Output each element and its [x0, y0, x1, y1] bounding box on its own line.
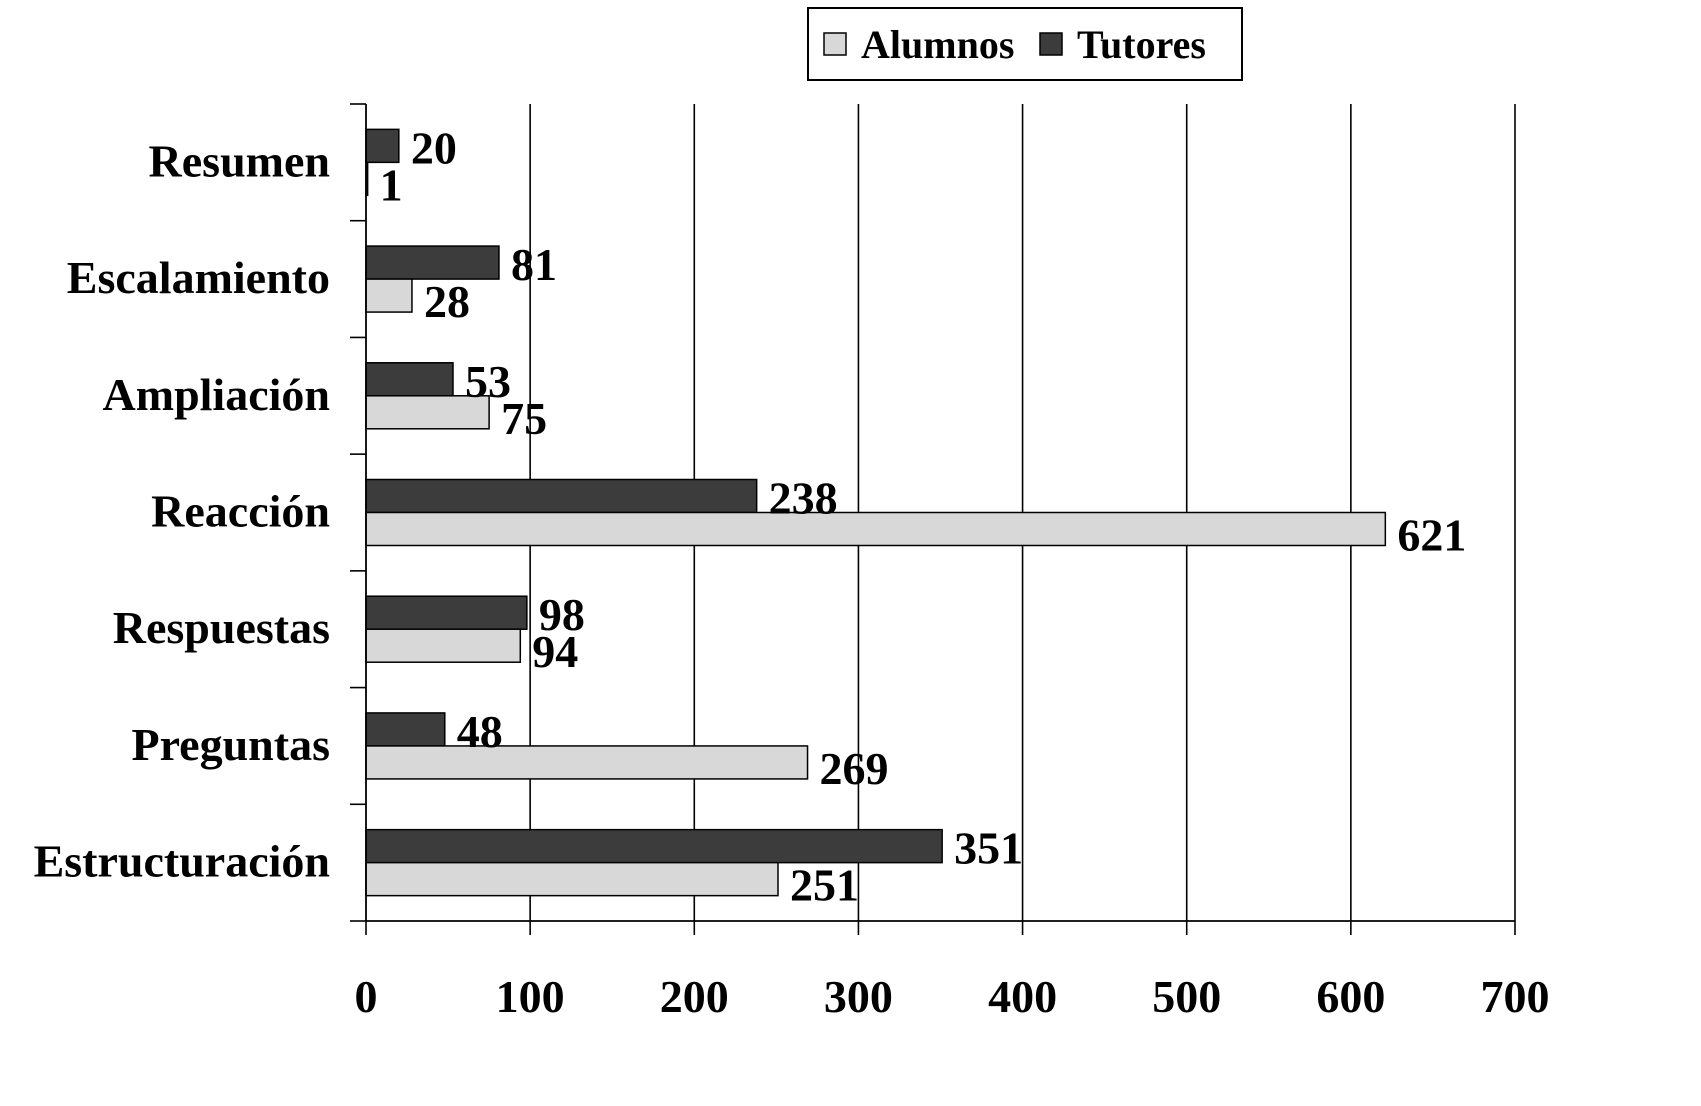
category-label: Escalamiento	[67, 252, 330, 303]
x-tick-label: 400	[988, 971, 1057, 1022]
data-label-alumnos: 621	[1397, 510, 1466, 561]
x-tick-label: 600	[1316, 971, 1385, 1022]
category-label: Reacción	[151, 486, 330, 537]
legend-swatch-tutores	[1039, 32, 1063, 56]
legend: Alumnos Tutores	[807, 7, 1243, 81]
bar-tutores	[365, 362, 454, 397]
x-tick-label: 0	[355, 971, 378, 1022]
data-label-tutores: 351	[954, 823, 1023, 874]
data-label-tutores: 53	[465, 356, 511, 407]
data-label-tutores: 81	[511, 239, 557, 290]
data-label-alumnos: 269	[820, 743, 889, 794]
category-label: Resumen	[149, 135, 330, 186]
bar-tutores	[365, 478, 758, 514]
x-tick-label: 700	[1481, 971, 1550, 1022]
data-label-alumnos: 1	[380, 159, 403, 210]
bar-tutores	[365, 595, 528, 630]
data-label-alumnos: 75	[501, 393, 547, 444]
category-label: Preguntas	[132, 719, 331, 770]
bar-alumnos	[365, 278, 413, 313]
legend-label-tutores: Tutores	[1077, 22, 1206, 67]
bar-tutores	[365, 828, 943, 864]
x-tick-label: 200	[660, 971, 729, 1022]
legend-swatch-alumnos	[823, 32, 847, 56]
category-label: Ampliación	[103, 369, 330, 420]
labels-layer: 0 100 200 300 400 500 600 700 Resumen 201 Escalami…	[34, 122, 1550, 1022]
legend-label-alumnos: Alumnos	[861, 22, 1014, 67]
bar-alumnos	[365, 861, 779, 897]
axes-layer	[350, 103, 1516, 935]
bar-tutores	[365, 128, 400, 164]
x-tick-label: 300	[824, 971, 893, 1022]
data-label-alumnos: 251	[790, 860, 859, 911]
x-tick-label: 500	[1152, 971, 1221, 1022]
x-tick-label: 100	[496, 971, 565, 1022]
bar-alumnos	[365, 395, 490, 430]
bar-tutores	[365, 712, 446, 747]
data-label-alumnos: 94	[532, 626, 578, 677]
bar-alumnos	[365, 511, 1387, 547]
bar-alumnos	[365, 745, 809, 780]
bar-alumnos	[365, 628, 522, 663]
data-label-alumnos: 28	[424, 276, 470, 327]
data-label-tutores: 20	[411, 122, 457, 173]
legend-box	[807, 7, 1243, 81]
category-label: Estructuración	[34, 836, 330, 887]
category-label: Respuestas	[113, 602, 330, 653]
data-label-tutores: 48	[457, 706, 503, 757]
data-label-tutores: 238	[769, 473, 838, 524]
data-label-tutores: 98	[539, 589, 585, 640]
bar-tutores	[365, 245, 500, 280]
